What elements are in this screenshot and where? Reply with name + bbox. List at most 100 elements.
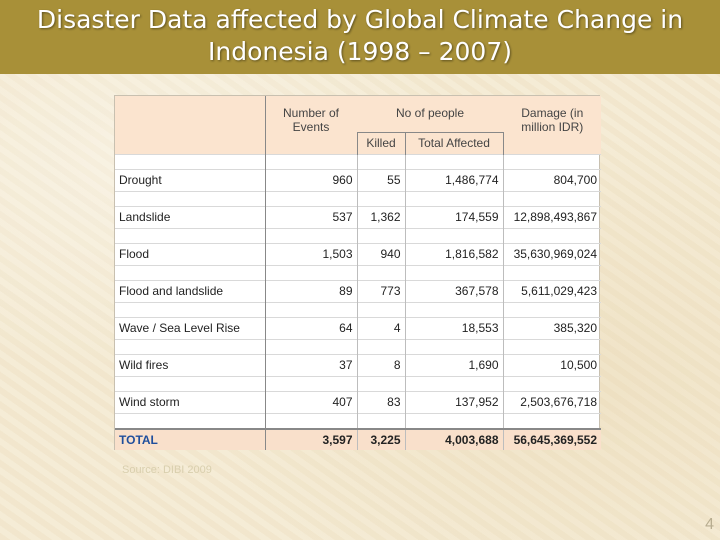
cell-name: Landslide bbox=[115, 205, 266, 228]
spacer-cell bbox=[265, 412, 358, 429]
spacer-cell bbox=[357, 264, 406, 280]
spacer-cell bbox=[357, 412, 406, 429]
cell-affected: 4,003,688 bbox=[405, 427, 504, 450]
spacer-cell bbox=[503, 375, 601, 391]
spacer-cell bbox=[115, 227, 266, 243]
slide-title-line-2: Indonesia (1998 – 2007) bbox=[208, 37, 512, 66]
cell-killed: 3,225 bbox=[357, 427, 406, 450]
spacer-cell bbox=[357, 301, 406, 317]
page-number: 4 bbox=[705, 516, 714, 533]
header-damage: Damage (in million IDR) bbox=[503, 96, 601, 154]
header-number-of-events: Number of Events bbox=[265, 96, 357, 154]
spacer-cell bbox=[265, 227, 358, 243]
cell-name: Flood and landslide bbox=[115, 279, 266, 302]
cell-damage: 35,630,969,024 bbox=[503, 242, 601, 265]
header-disaster-type bbox=[115, 96, 266, 154]
disaster-data-table: Number of Events No of people Damage (in… bbox=[114, 95, 601, 450]
header-total-affected: Total Affected bbox=[405, 131, 504, 154]
header-no-of-people: No of people bbox=[357, 96, 503, 132]
row-spacer bbox=[115, 153, 601, 169]
table-total-row: TOTAL 3,597 3,225 4,003,688 56,645,369,552 bbox=[115, 427, 601, 450]
row-spacer bbox=[115, 412, 601, 429]
cell-events: 960 bbox=[265, 168, 358, 191]
cell-affected: 367,578 bbox=[405, 279, 504, 302]
cell-damage: 56,645,369,552 bbox=[503, 427, 601, 450]
spacer-cell bbox=[265, 375, 358, 391]
spacer-cell bbox=[357, 375, 406, 391]
spacer-cell bbox=[503, 264, 601, 280]
cell-damage: 5,611,029,423 bbox=[503, 279, 601, 302]
cell-name: Drought bbox=[115, 168, 266, 191]
table-row: Flood 1,503 940 1,816,582 35,630,969,024 bbox=[115, 242, 601, 265]
cell-killed: 8 bbox=[357, 353, 406, 376]
spacer-cell bbox=[405, 153, 504, 169]
cell-events: 3,597 bbox=[265, 427, 358, 450]
cell-killed: 1,362 bbox=[357, 205, 406, 228]
table-row: Wild fires 37 8 1,690 10,500 bbox=[115, 353, 601, 376]
spacer-cell bbox=[405, 190, 504, 206]
spacer-cell bbox=[503, 190, 601, 206]
spacer-cell bbox=[503, 412, 601, 429]
cell-killed: 773 bbox=[357, 279, 406, 302]
spacer-cell bbox=[357, 190, 406, 206]
row-spacer bbox=[115, 227, 601, 243]
cell-damage: 12,898,493,867 bbox=[503, 205, 601, 228]
spacer-cell bbox=[265, 338, 358, 354]
table-row: Drought 960 55 1,486,774 804,700 bbox=[115, 168, 601, 191]
cell-events: 407 bbox=[265, 390, 358, 413]
spacer-cell bbox=[265, 153, 358, 169]
spacer-cell bbox=[405, 301, 504, 317]
cell-name: Flood bbox=[115, 242, 266, 265]
spacer-cell bbox=[405, 227, 504, 243]
table-row: Landslide 537 1,362 174,559 12,898,493,867 bbox=[115, 205, 601, 228]
cell-killed: 55 bbox=[357, 168, 406, 191]
slide-title: Disaster Data affected by Global Climate… bbox=[0, 0, 720, 74]
cell-affected: 1,816,582 bbox=[405, 242, 504, 265]
spacer-cell bbox=[503, 301, 601, 317]
spacer-cell bbox=[503, 338, 601, 354]
spacer-cell bbox=[265, 301, 358, 317]
spacer-cell bbox=[115, 153, 266, 169]
table-row: Wave / Sea Level Rise 64 4 18,553 385,320 bbox=[115, 316, 601, 339]
spacer-cell bbox=[115, 264, 266, 280]
spacer-cell bbox=[503, 227, 601, 243]
cell-affected: 18,553 bbox=[405, 316, 504, 339]
row-spacer bbox=[115, 190, 601, 206]
cell-damage: 2,503,676,718 bbox=[503, 390, 601, 413]
spacer-cell bbox=[265, 264, 358, 280]
cell-name: Wave / Sea Level Rise bbox=[115, 316, 266, 339]
row-spacer bbox=[115, 338, 601, 354]
spacer-cell bbox=[115, 338, 266, 354]
spacer-cell bbox=[265, 190, 358, 206]
table-body: Drought 960 55 1,486,774 804,700 Landslide 537… bbox=[115, 153, 601, 450]
spacer-cell bbox=[115, 375, 266, 391]
cell-killed: 940 bbox=[357, 242, 406, 265]
cell-events: 37 bbox=[265, 353, 358, 376]
spacer-cell bbox=[115, 190, 266, 206]
cell-affected: 137,952 bbox=[405, 390, 504, 413]
cell-affected: 1,690 bbox=[405, 353, 504, 376]
cell-damage: 385,320 bbox=[503, 316, 601, 339]
spacer-cell bbox=[405, 412, 504, 429]
spacer-cell bbox=[405, 338, 504, 354]
cell-name: Wind storm bbox=[115, 390, 266, 413]
cell-killed: 4 bbox=[357, 316, 406, 339]
cell-name: Wild fires bbox=[115, 353, 266, 376]
cell-damage: 804,700 bbox=[503, 168, 601, 191]
cell-killed: 83 bbox=[357, 390, 406, 413]
cell-events: 1,503 bbox=[265, 242, 358, 265]
table-row: Wind storm 407 83 137,952 2,503,676,718 bbox=[115, 390, 601, 413]
spacer-cell bbox=[503, 153, 601, 169]
header-killed: Killed bbox=[356, 131, 406, 154]
spacer-cell bbox=[357, 153, 406, 169]
cell-affected: 174,559 bbox=[405, 205, 504, 228]
cell-events: 537 bbox=[265, 205, 358, 228]
source-note: Source: DIBI 2009 bbox=[122, 464, 212, 476]
cell-affected: 1,486,774 bbox=[405, 168, 504, 191]
spacer-cell bbox=[405, 375, 504, 391]
spacer-cell bbox=[115, 301, 266, 317]
slide-title-line-1: Disaster Data affected by Global Climate… bbox=[36, 5, 684, 34]
table-row: Flood and landslide 89 773 367,578 5,611,029… bbox=[115, 279, 601, 302]
cell-damage: 10,500 bbox=[503, 353, 601, 376]
cell-name: TOTAL bbox=[115, 427, 266, 450]
